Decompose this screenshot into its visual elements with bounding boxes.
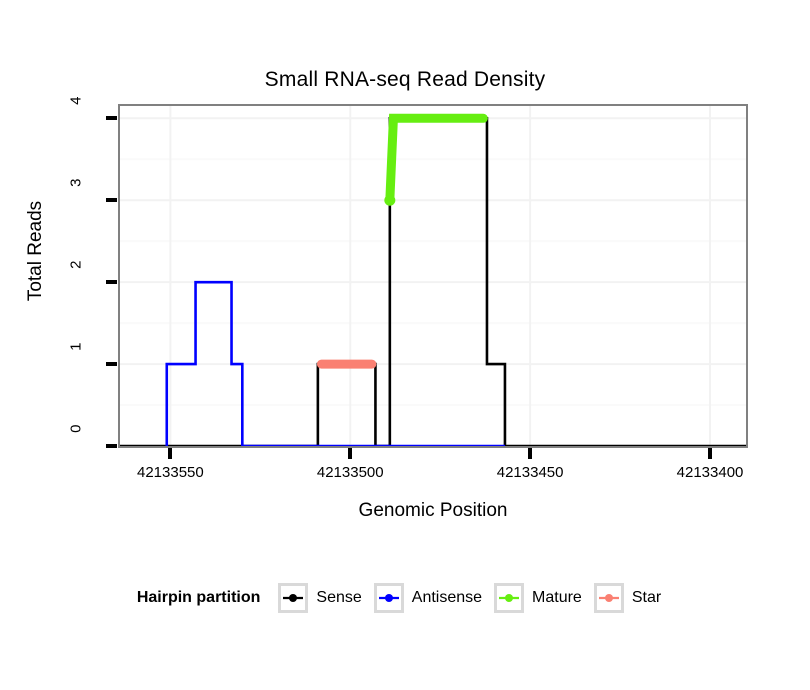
- legend-key-icon: [593, 583, 624, 613]
- legend-key-icon: [278, 583, 309, 613]
- legend-label: Sense: [316, 589, 362, 606]
- legend-entry-sense[interactable]: Sense: [278, 583, 362, 613]
- legend-label: Mature: [532, 589, 582, 606]
- x-tick-label: 42133550: [136, 464, 204, 481]
- legend-entries: Sense Antisense Mature Star: [278, 583, 673, 613]
- series-line-sense: [120, 116, 746, 446]
- y-tick-label: 3: [67, 178, 85, 188]
- chart-title: Small RNA-seq Read Density: [264, 68, 546, 91]
- y-tick-mark: [106, 362, 117, 367]
- x-tick-mark: [708, 448, 713, 459]
- x-tick-label: 42133400: [676, 464, 744, 481]
- plot-canvas: [120, 106, 746, 446]
- series-line-antisense: [165, 280, 505, 446]
- legend-entry-star[interactable]: Star: [593, 583, 662, 613]
- y-tick-label: 1: [67, 342, 85, 351]
- y-tick-label: 0: [67, 424, 85, 433]
- y-tick-label: 4: [67, 96, 85, 106]
- legend-label: Antisense: [411, 589, 483, 606]
- x-tick-mark: [528, 448, 533, 459]
- y-tick-mark: [106, 198, 117, 203]
- series-line-mature: [385, 113, 488, 205]
- legend: Hairpin partition Sense Antisense Mature St…: [0, 578, 810, 618]
- x-tick-label: 42133500: [316, 464, 384, 481]
- x-tick-label: 42133450: [496, 464, 564, 481]
- plot-area: [118, 104, 748, 448]
- y-tick-mark: [106, 280, 117, 285]
- y-tick-mark: [106, 444, 117, 448]
- legend-entry-mature[interactable]: Mature: [494, 583, 582, 613]
- y-tick-mark: [106, 116, 117, 121]
- legend-key-icon: [373, 583, 404, 613]
- x-axis-title: Genomic Position: [358, 500, 508, 521]
- x-tick-mark: [168, 448, 173, 459]
- legend-title: Hairpin partition: [136, 589, 261, 606]
- data-point-mature: [384, 194, 396, 206]
- y-tick-label: 2: [67, 260, 85, 269]
- legend-entry-antisense[interactable]: Antisense: [373, 583, 483, 613]
- legend-key-icon: [494, 583, 525, 613]
- y-axis-title: Total Reads: [25, 200, 46, 302]
- legend-label: Star: [631, 589, 662, 606]
- x-tick-mark: [348, 448, 353, 459]
